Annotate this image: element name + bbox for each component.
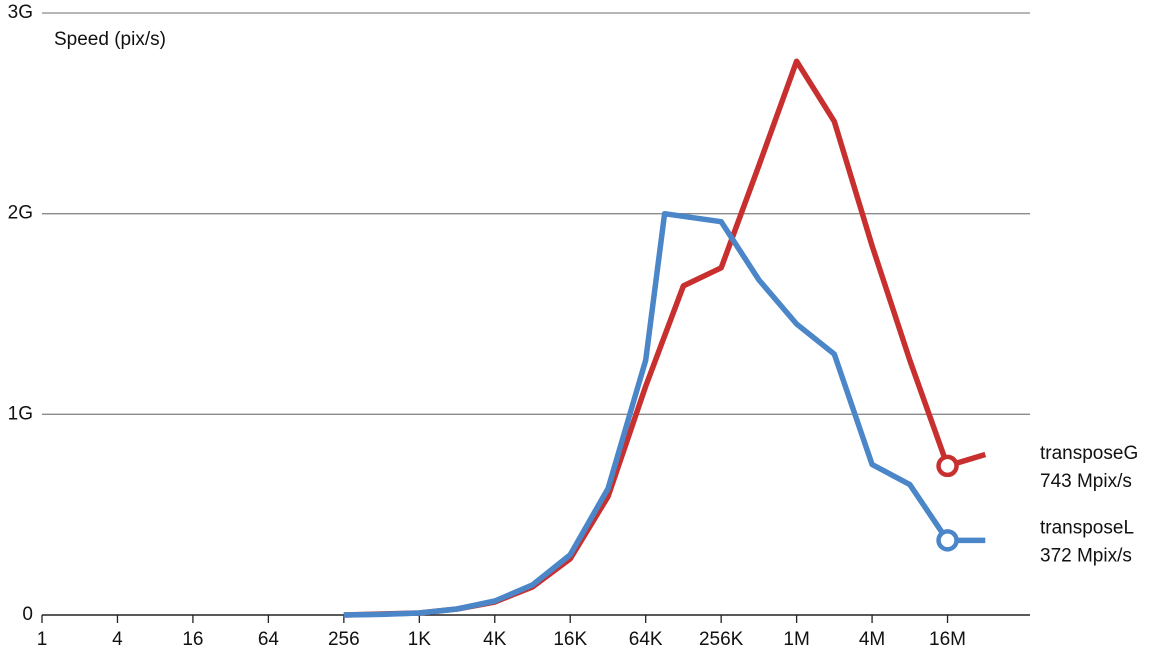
y-tick-label: 1G: [8, 403, 33, 424]
x-tick-label: 4M: [859, 629, 885, 650]
y-axis-label: Speed (pix/s): [54, 29, 166, 50]
x-tick-label: 4K: [483, 629, 507, 650]
x-tick-label: 64K: [629, 629, 663, 650]
x-tick-label: 4: [112, 629, 123, 650]
end-marker: [936, 529, 959, 552]
y-tick-label: 0: [22, 604, 33, 625]
x-tick-label: 1M: [783, 629, 809, 650]
x-tick-label: 1K: [408, 629, 432, 650]
x-tick-label: 16M: [929, 629, 966, 650]
end-marker: [936, 454, 959, 478]
x-tick-label: 64: [258, 629, 280, 650]
legend-label: transposeL: [1040, 517, 1134, 538]
x-tick-label: 1: [37, 629, 48, 650]
x-tick-label: 256: [328, 629, 360, 650]
end-label: 372 Mpix/s: [1040, 545, 1132, 566]
y-tick-label: 2G: [8, 203, 33, 224]
series-line: [343, 210, 986, 618]
legend-label: transposeG: [1040, 443, 1138, 464]
end-label: 743 Mpix/s: [1040, 471, 1132, 492]
y-tick-label: 3G: [8, 2, 33, 23]
series-line: [343, 58, 987, 618]
x-tick-label: 16: [182, 629, 203, 650]
x-tick-label: 16K: [553, 629, 587, 650]
x-tick-label: 256K: [699, 629, 744, 650]
